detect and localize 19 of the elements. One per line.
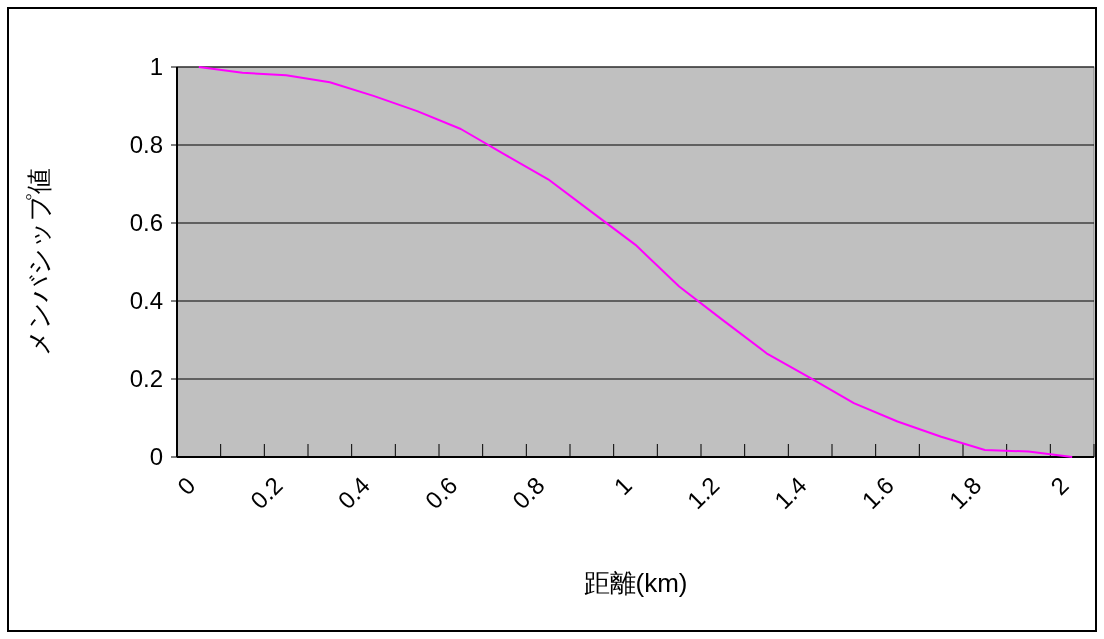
- x-axis-title: 距離(km): [583, 568, 688, 598]
- x-tick-label: 1.8: [943, 471, 987, 515]
- x-tick-label: 1: [608, 471, 638, 500]
- y-tick-label: 0: [149, 443, 163, 470]
- x-tick-label: 0.8: [507, 471, 550, 515]
- x-tick-label: 0: [171, 471, 201, 500]
- y-tick-label: 0.2: [129, 365, 163, 392]
- x-tick-label: 1.2: [681, 471, 725, 515]
- x-tick-label: 1.6: [856, 471, 900, 515]
- x-tick-label: 1.4: [769, 471, 812, 515]
- y-tick-label: 0.8: [129, 131, 163, 158]
- y-axis-title: メンバシップ値: [24, 168, 54, 356]
- y-tick-label: 1: [149, 53, 163, 80]
- x-tick-label: 2: [1045, 471, 1074, 500]
- y-tick-label: 0.6: [129, 209, 163, 236]
- x-tick-label: 0.2: [245, 471, 288, 515]
- y-tick-label: 0.4: [129, 287, 163, 314]
- x-tick-label: 0.6: [419, 471, 463, 515]
- x-tick-label: 0.4: [332, 471, 376, 515]
